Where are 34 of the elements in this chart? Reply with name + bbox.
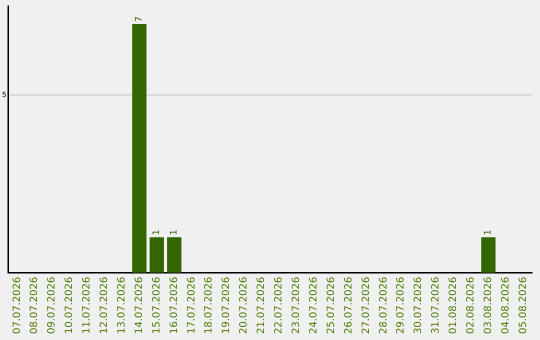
x-tick-label: 28.07.2026 [378,276,390,334]
x-tick-label: 10.07.2026 [64,276,76,334]
x-tick-label: 01.08.2026 [448,276,460,334]
x-tick-label: 08.07.2026 [29,276,40,334]
x-tick-label: 30.07.2026 [413,276,424,334]
x-tick-label: 23.07.2026 [291,276,302,334]
x-tick-label: 09.07.2026 [46,276,58,334]
x-tick-label: 19.07.2026 [221,276,232,334]
data-label: 1 [170,229,180,236]
x-tick-label: 17.07.2026 [186,276,198,334]
x-tick-label: 13.07.2026 [116,276,128,334]
data-label: 1 [484,229,494,236]
x-tick-label: 21.07.2026 [256,276,268,334]
x-tick-label: 24.07.2026 [308,276,320,334]
x-tick-label: 29.07.2026 [396,276,407,334]
x-tick-label: 04.08.2026 [500,276,512,334]
x-tick-label: 11.07.2026 [82,276,93,334]
x-tick-label: 16.07.2026 [168,276,180,334]
x-tick-label: 07.07.2026 [12,276,23,334]
x-tick-label: 14.07.2026 [134,276,145,334]
x-tick-label: 31.07.2026 [430,276,442,334]
x-tick-label: 02.08.2026 [466,276,477,334]
x-tick-label: 27.07.2026 [360,276,372,334]
x-tick-label: 22.07.2026 [274,276,285,334]
data-label: 1 [152,229,162,236]
x-tick-label: 15.07.2026 [151,276,162,334]
x-tick-label: 05.08.2026 [518,276,529,334]
x-tick-label: 03.08.2026 [482,276,494,334]
x-tick-label: 18.07.2026 [204,276,215,334]
x-tick-label: 12.07.2026 [99,276,110,334]
x-tick-label: 20.07.2026 [238,276,250,334]
x-tick-label: 26.07.2026 [343,276,354,334]
x-tick-label: 25.07.2026 [326,276,337,334]
data-label: 7 [134,16,145,22]
